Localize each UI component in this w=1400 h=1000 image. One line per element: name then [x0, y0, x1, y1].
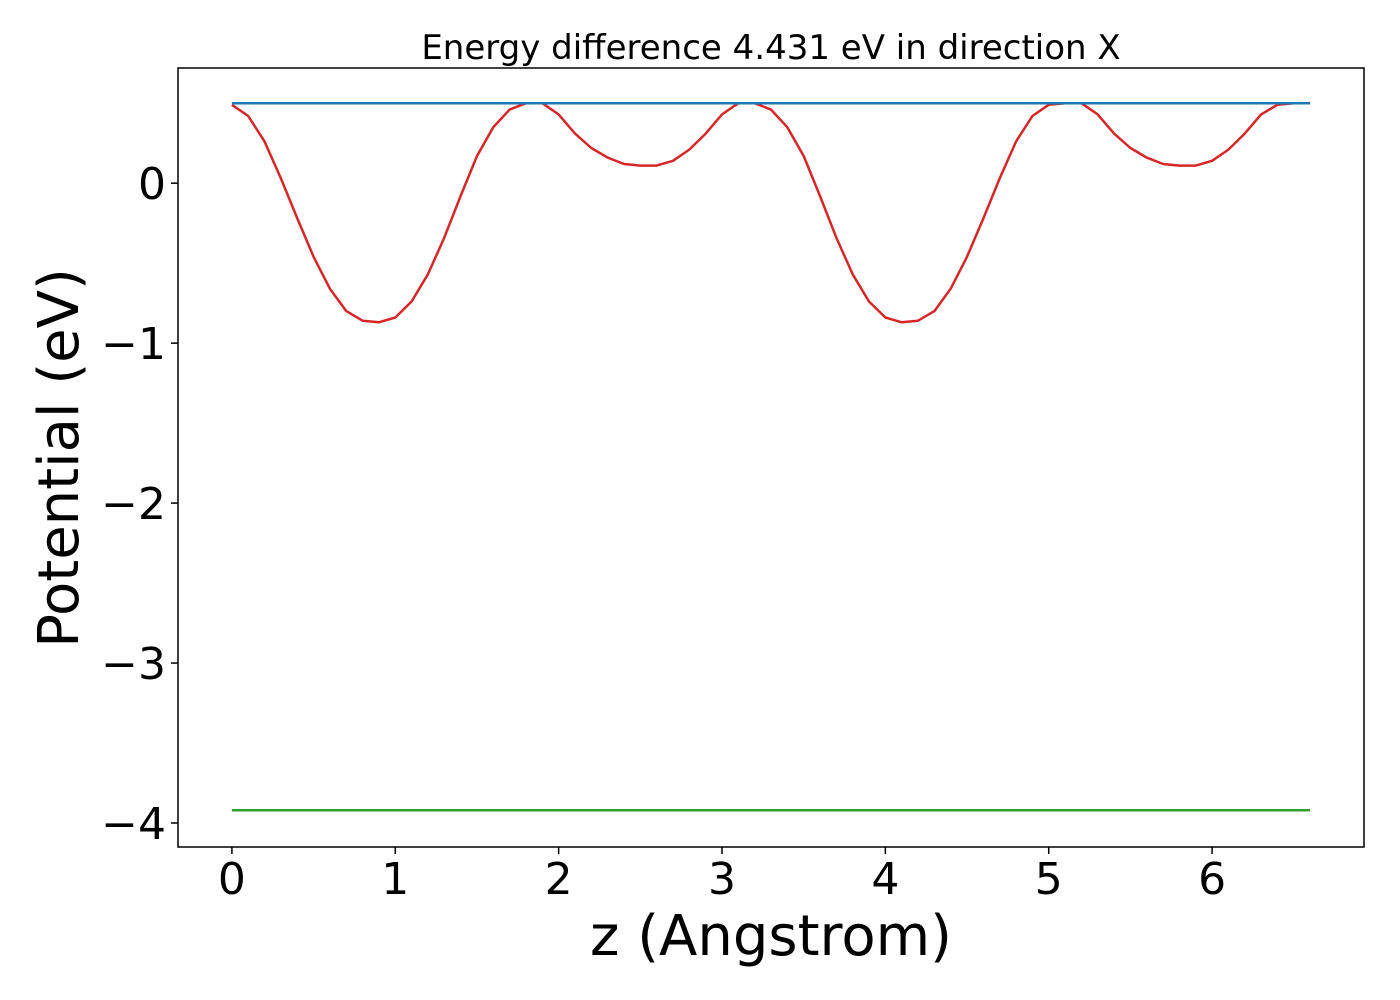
- x-tick-label: 6: [1198, 854, 1226, 905]
- plot-frame: [177, 67, 1365, 848]
- series-line-0: [231, 101, 1311, 324]
- x-tick-label: 1: [381, 854, 409, 905]
- y-axis-label: Potential (eV): [27, 268, 92, 648]
- x-tick-label: 4: [871, 854, 899, 905]
- x-tick-label: 0: [218, 854, 246, 905]
- x-tick-label: 5: [1035, 854, 1063, 905]
- y-tick-label: −4: [101, 799, 166, 850]
- tick-layer: 0 1 2 3 4 5 6 0 −1 −2 −3 −4: [101, 159, 1226, 905]
- chart-title: Energy difference 4.431 eV in direction …: [421, 28, 1120, 68]
- x-axis-label: z (Angstrom): [590, 904, 952, 969]
- x-tick-label: 3: [708, 854, 736, 905]
- y-tick-label: −2: [101, 479, 166, 530]
- y-tick-label: −1: [101, 319, 166, 370]
- plot-layer: [231, 101, 1311, 812]
- y-tick-label: −3: [101, 639, 166, 690]
- x-tick-label: 2: [545, 854, 573, 905]
- y-tick-label: 0: [138, 159, 166, 210]
